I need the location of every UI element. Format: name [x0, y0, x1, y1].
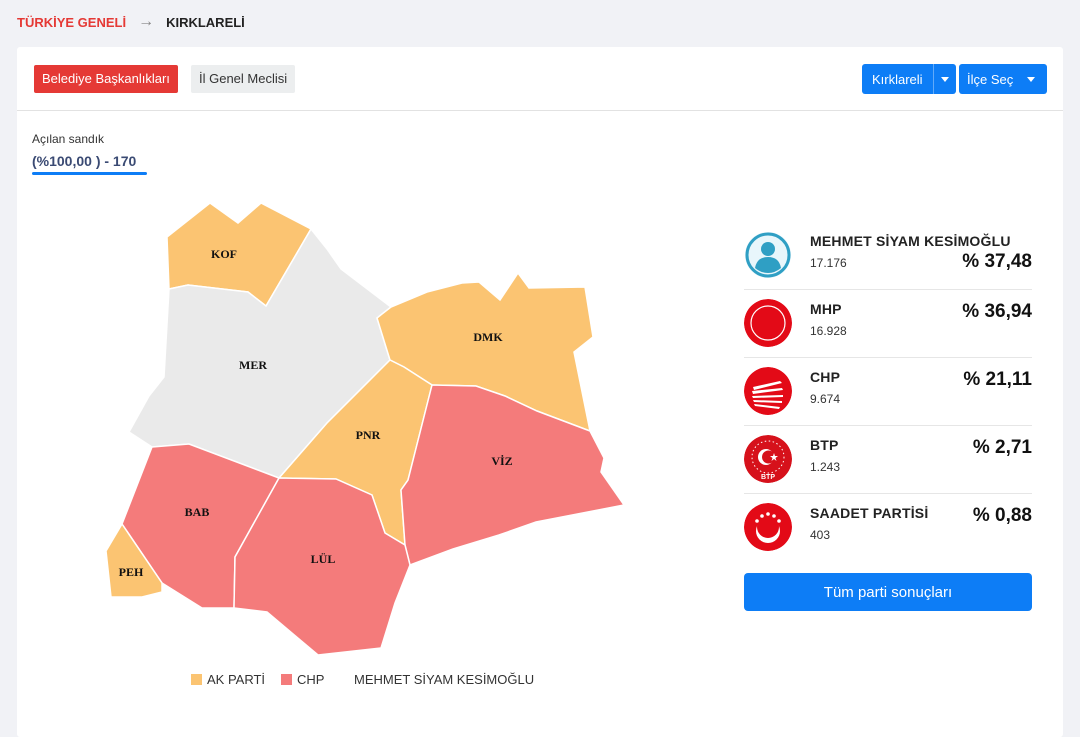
mhp-crescents-icon — [744, 299, 792, 347]
district-peh[interactable]: PEH — [105, 522, 163, 598]
vote-percent: % 2,71 — [972, 437, 1032, 458]
result-row[interactable]: MEHMET SİYAM KESİMOĞLU 17.176 % 37,48 — [744, 222, 1032, 290]
all-party-results-button[interactable]: Tüm parti sonuçları — [744, 573, 1032, 611]
vote-count: 403 — [810, 528, 831, 542]
legend-item-ak-parti: AK PARTİ — [191, 672, 265, 687]
district-label-lul: LÜL — [311, 552, 336, 566]
vote-count: 16.928 — [810, 324, 847, 338]
opened-box-value: (%100,00 ) - 170 — [32, 153, 137, 169]
breadcrumb-home-link[interactable]: TÜRKİYE GENELİ — [17, 14, 127, 30]
result-row[interactable]: CHP 9.674 % 21,11 — [744, 358, 1032, 426]
result-row[interactable]: SAADET PARTİSİ 403 % 0,88 — [744, 494, 1032, 561]
district-label-dmk: DMK — [473, 330, 503, 344]
vote-percent: % 37,48 — [962, 251, 1032, 272]
tab-mayor[interactable]: Belediye Başkanlıkları — [34, 65, 178, 93]
result-row[interactable]: MHP 16.928 % 36,94 — [744, 290, 1032, 358]
party-name: SAADET PARTİSİ — [810, 505, 929, 521]
district-label-peh: PEH — [119, 565, 144, 579]
legend-swatch — [191, 674, 202, 685]
opened-box-progress-bar — [32, 172, 147, 175]
party-name: CHP — [810, 369, 841, 385]
vote-percent: % 21,11 — [963, 369, 1032, 390]
district-label-bab: BAB — [185, 505, 210, 519]
province-dropdown-label: Kırklareli — [872, 71, 923, 87]
saadet-crescent-stars-icon — [744, 503, 792, 551]
chp-arrows-icon — [744, 367, 792, 415]
legend-label: CHP — [297, 672, 325, 687]
candidate-name: MEHMET SİYAM KESİMOĞLU — [810, 233, 1011, 249]
party-name: MHP — [810, 301, 842, 317]
legend-item-chp: CHP — [281, 672, 324, 687]
legend-swatch — [338, 674, 349, 685]
legend-label: MEHMET SİYAM KESİMOĞLU — [354, 672, 535, 687]
toolbar: Belediye Başkanlıkları İl Genel Meclisi … — [17, 47, 1063, 111]
vote-percent: % 0,88 — [972, 505, 1032, 526]
btp-logo-text: BTP — [761, 474, 775, 481]
opened-box-label: Açılan sandık — [32, 132, 105, 146]
district-label-viz: VİZ — [491, 454, 512, 468]
btp-crescent-star-icon: BTP — [744, 435, 792, 483]
party-results-list: MEHMET SİYAM KESİMOĞLU 17.176 % 37,48 MH… — [744, 222, 1032, 561]
caret-down-icon — [1021, 64, 1041, 94]
arrow-right-icon: → — [138, 13, 155, 30]
breadcrumb: TÜRKİYE GENELİ → KIRKLARELİ — [17, 13, 245, 31]
person-avatar-icon — [745, 232, 791, 278]
district-label-kof: KOF — [211, 247, 237, 261]
province-dropdown[interactable]: Kırklareli — [862, 64, 956, 94]
legend-label: AK PARTİ — [207, 672, 266, 687]
district-label-mer: MER — [239, 358, 267, 372]
vote-percent: % 36,94 — [962, 301, 1032, 322]
vote-count: 17.176 — [810, 256, 847, 270]
district-viz[interactable]: VİZ — [400, 384, 626, 566]
district-lul[interactable]: LÜL — [233, 477, 411, 656]
results-card: Belediye Başkanlıkları İl Genel Meclisi … — [17, 47, 1063, 737]
result-row[interactable]: BTP BTP 1.243 % 2,71 — [744, 426, 1032, 494]
vote-count: 1.243 — [810, 460, 841, 474]
legend-swatch — [281, 674, 292, 685]
breadcrumb-current: KIRKLARELİ — [166, 14, 245, 30]
district-dropdown[interactable]: İlçe Seç — [959, 64, 1047, 94]
district-dropdown-label: İlçe Seç — [967, 71, 1014, 87]
legend-item-independent: MEHMET SİYAM KESİMOĞLU — [338, 672, 534, 687]
caret-down-icon — [932, 64, 956, 94]
district-map: KOF MER DMK PNR VİZ BAB LÜL PEH — [105, 202, 626, 656]
party-name: BTP — [810, 437, 839, 453]
district-label-pnr: PNR — [356, 428, 381, 442]
tab-council[interactable]: İl Genel Meclisi — [191, 65, 296, 93]
vote-count: 9.674 — [810, 392, 841, 406]
